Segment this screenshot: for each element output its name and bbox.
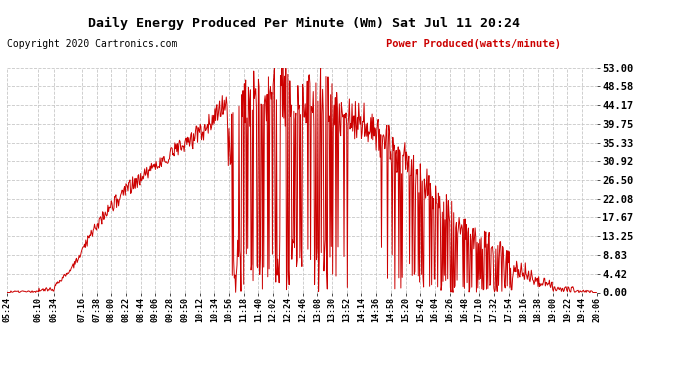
Text: Copyright 2020 Cartronics.com: Copyright 2020 Cartronics.com bbox=[7, 39, 177, 50]
Text: Daily Energy Produced Per Minute (Wm) Sat Jul 11 20:24: Daily Energy Produced Per Minute (Wm) Sa… bbox=[88, 17, 520, 30]
Text: Power Produced(watts/minute): Power Produced(watts/minute) bbox=[386, 39, 562, 50]
